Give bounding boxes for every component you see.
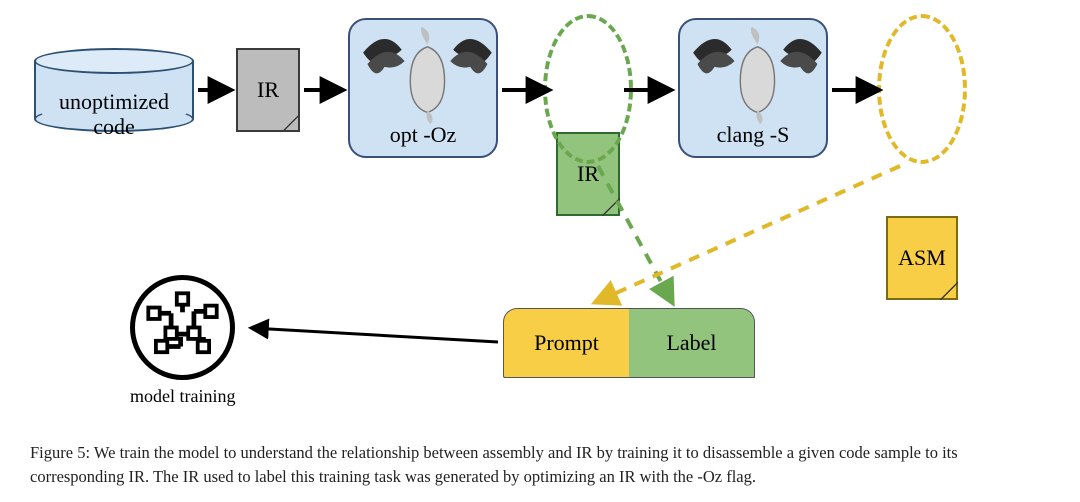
- asm-highlight-oval: [877, 14, 967, 164]
- opt-oz-box: opt -Oz: [348, 18, 498, 158]
- ir-file-gray: IR: [236, 48, 300, 132]
- ir2-highlight-oval: [543, 14, 633, 164]
- arrow-asm-prompt: [596, 166, 900, 302]
- label-label: Label: [666, 330, 716, 356]
- llvm-dragon-icon: [356, 24, 499, 124]
- unoptimized-code-cylinder: unoptimized code: [34, 48, 194, 132]
- model-training-label: model training: [130, 386, 235, 407]
- asm-label: ASM: [898, 245, 946, 271]
- figure-caption: Figure 5: We train the model to understa…: [30, 441, 1050, 491]
- prompt-label: Prompt: [534, 330, 599, 356]
- opt-oz-label: opt -Oz: [390, 122, 457, 148]
- asm-file: ASM: [886, 216, 958, 300]
- arrow-pl-chip: [252, 328, 498, 342]
- label-box: Label: [629, 308, 755, 378]
- unoptimized-code-label: unoptimized code: [59, 89, 169, 140]
- ir1-label: IR: [257, 77, 279, 103]
- clang-s-label: clang -S: [717, 122, 790, 148]
- ir2-label: IR: [577, 161, 599, 187]
- chip-icon: [130, 275, 235, 380]
- clang-s-box: clang -S: [678, 18, 828, 158]
- prompt-box: Prompt: [503, 308, 629, 378]
- llvm-dragon-icon: [686, 24, 829, 124]
- model-training-node: model training: [130, 275, 235, 407]
